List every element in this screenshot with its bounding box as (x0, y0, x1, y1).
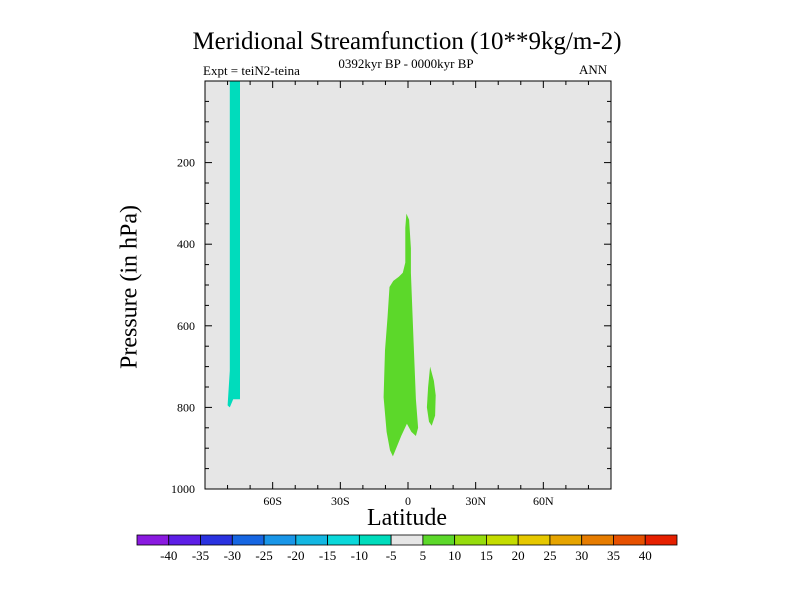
colorbar-swatch (168, 534, 201, 546)
colorbar-swatch (644, 534, 678, 546)
colorbar-label: 35 (607, 548, 620, 563)
x-tick-label: 60S (263, 494, 282, 508)
colorbar-label: 5 (420, 548, 427, 563)
y-tick-label: 400 (177, 237, 195, 251)
x-tick-label: 60N (533, 494, 554, 508)
colorbar-swatch (358, 534, 392, 546)
colorbar-swatch (486, 534, 519, 546)
colorbar-label: -35 (192, 548, 209, 563)
colorbar-label: -10 (351, 548, 368, 563)
colorbar-label: 40 (639, 548, 652, 563)
y-tick-label: 600 (177, 319, 195, 333)
colorbar-swatch (295, 534, 328, 546)
colorbar-swatch (613, 534, 646, 546)
colorbar-label: -20 (287, 548, 304, 563)
colorbar-swatch (263, 534, 297, 546)
y-tick-label: 200 (177, 156, 195, 170)
colorbar-swatch (517, 534, 551, 546)
colorbar-label: -15 (319, 548, 336, 563)
season-label: ANN (579, 62, 608, 77)
time-range-label: 0392kyr BP - 0000kyr BP (338, 56, 474, 71)
colorbar-label: -30 (224, 548, 241, 563)
colorbar-label: 30 (575, 548, 588, 563)
y-tick-label: 800 (177, 400, 195, 414)
colorbar-swatch (390, 534, 424, 546)
contour-region-positive-lobe-north (426, 366, 436, 426)
x-tick-label: 0 (405, 494, 411, 508)
colorbar-label: 25 (543, 548, 556, 563)
colorbar-label: -25 (255, 548, 272, 563)
colorbar-label: 20 (512, 548, 525, 563)
contour-regions (227, 81, 436, 457)
colorbar-swatch (549, 534, 583, 546)
colorbar-swatch (454, 534, 487, 546)
colorbar-label: -5 (386, 548, 397, 563)
contour-region-negative-column-south (227, 81, 240, 408)
colorbar-swatch (200, 534, 233, 546)
y-tick-label: 1000 (171, 482, 195, 496)
colorbar-swatch (231, 534, 265, 546)
colorbar-label: 15 (480, 548, 493, 563)
contour-region-positive-lobe-equator (383, 213, 419, 457)
chart-title: Meridional Streamfunction (10**9kg/m-2) (192, 28, 622, 55)
x-axis-label: Latitude (367, 505, 447, 531)
colorbar-swatch (422, 534, 456, 546)
colorbar-swatch (327, 534, 360, 546)
x-tick-label: 30N (465, 494, 486, 508)
axis-ticks: 60S 30S 0 30N 60N 200 400 600 800 1000 (171, 81, 611, 508)
colorbar-swatch (581, 534, 614, 546)
experiment-label: Expt = teiN2-teina (203, 63, 300, 78)
colorbar-label: -40 (160, 548, 177, 563)
colorbar-swatch (136, 534, 170, 546)
x-tick-label: 30S (331, 494, 350, 508)
colorbar-label: 10 (448, 548, 461, 563)
colorbar: -40 -35 -30 -25 -20 -15 -10 -5 5 10 15 20 25 30 35 40 (136, 534, 678, 563)
